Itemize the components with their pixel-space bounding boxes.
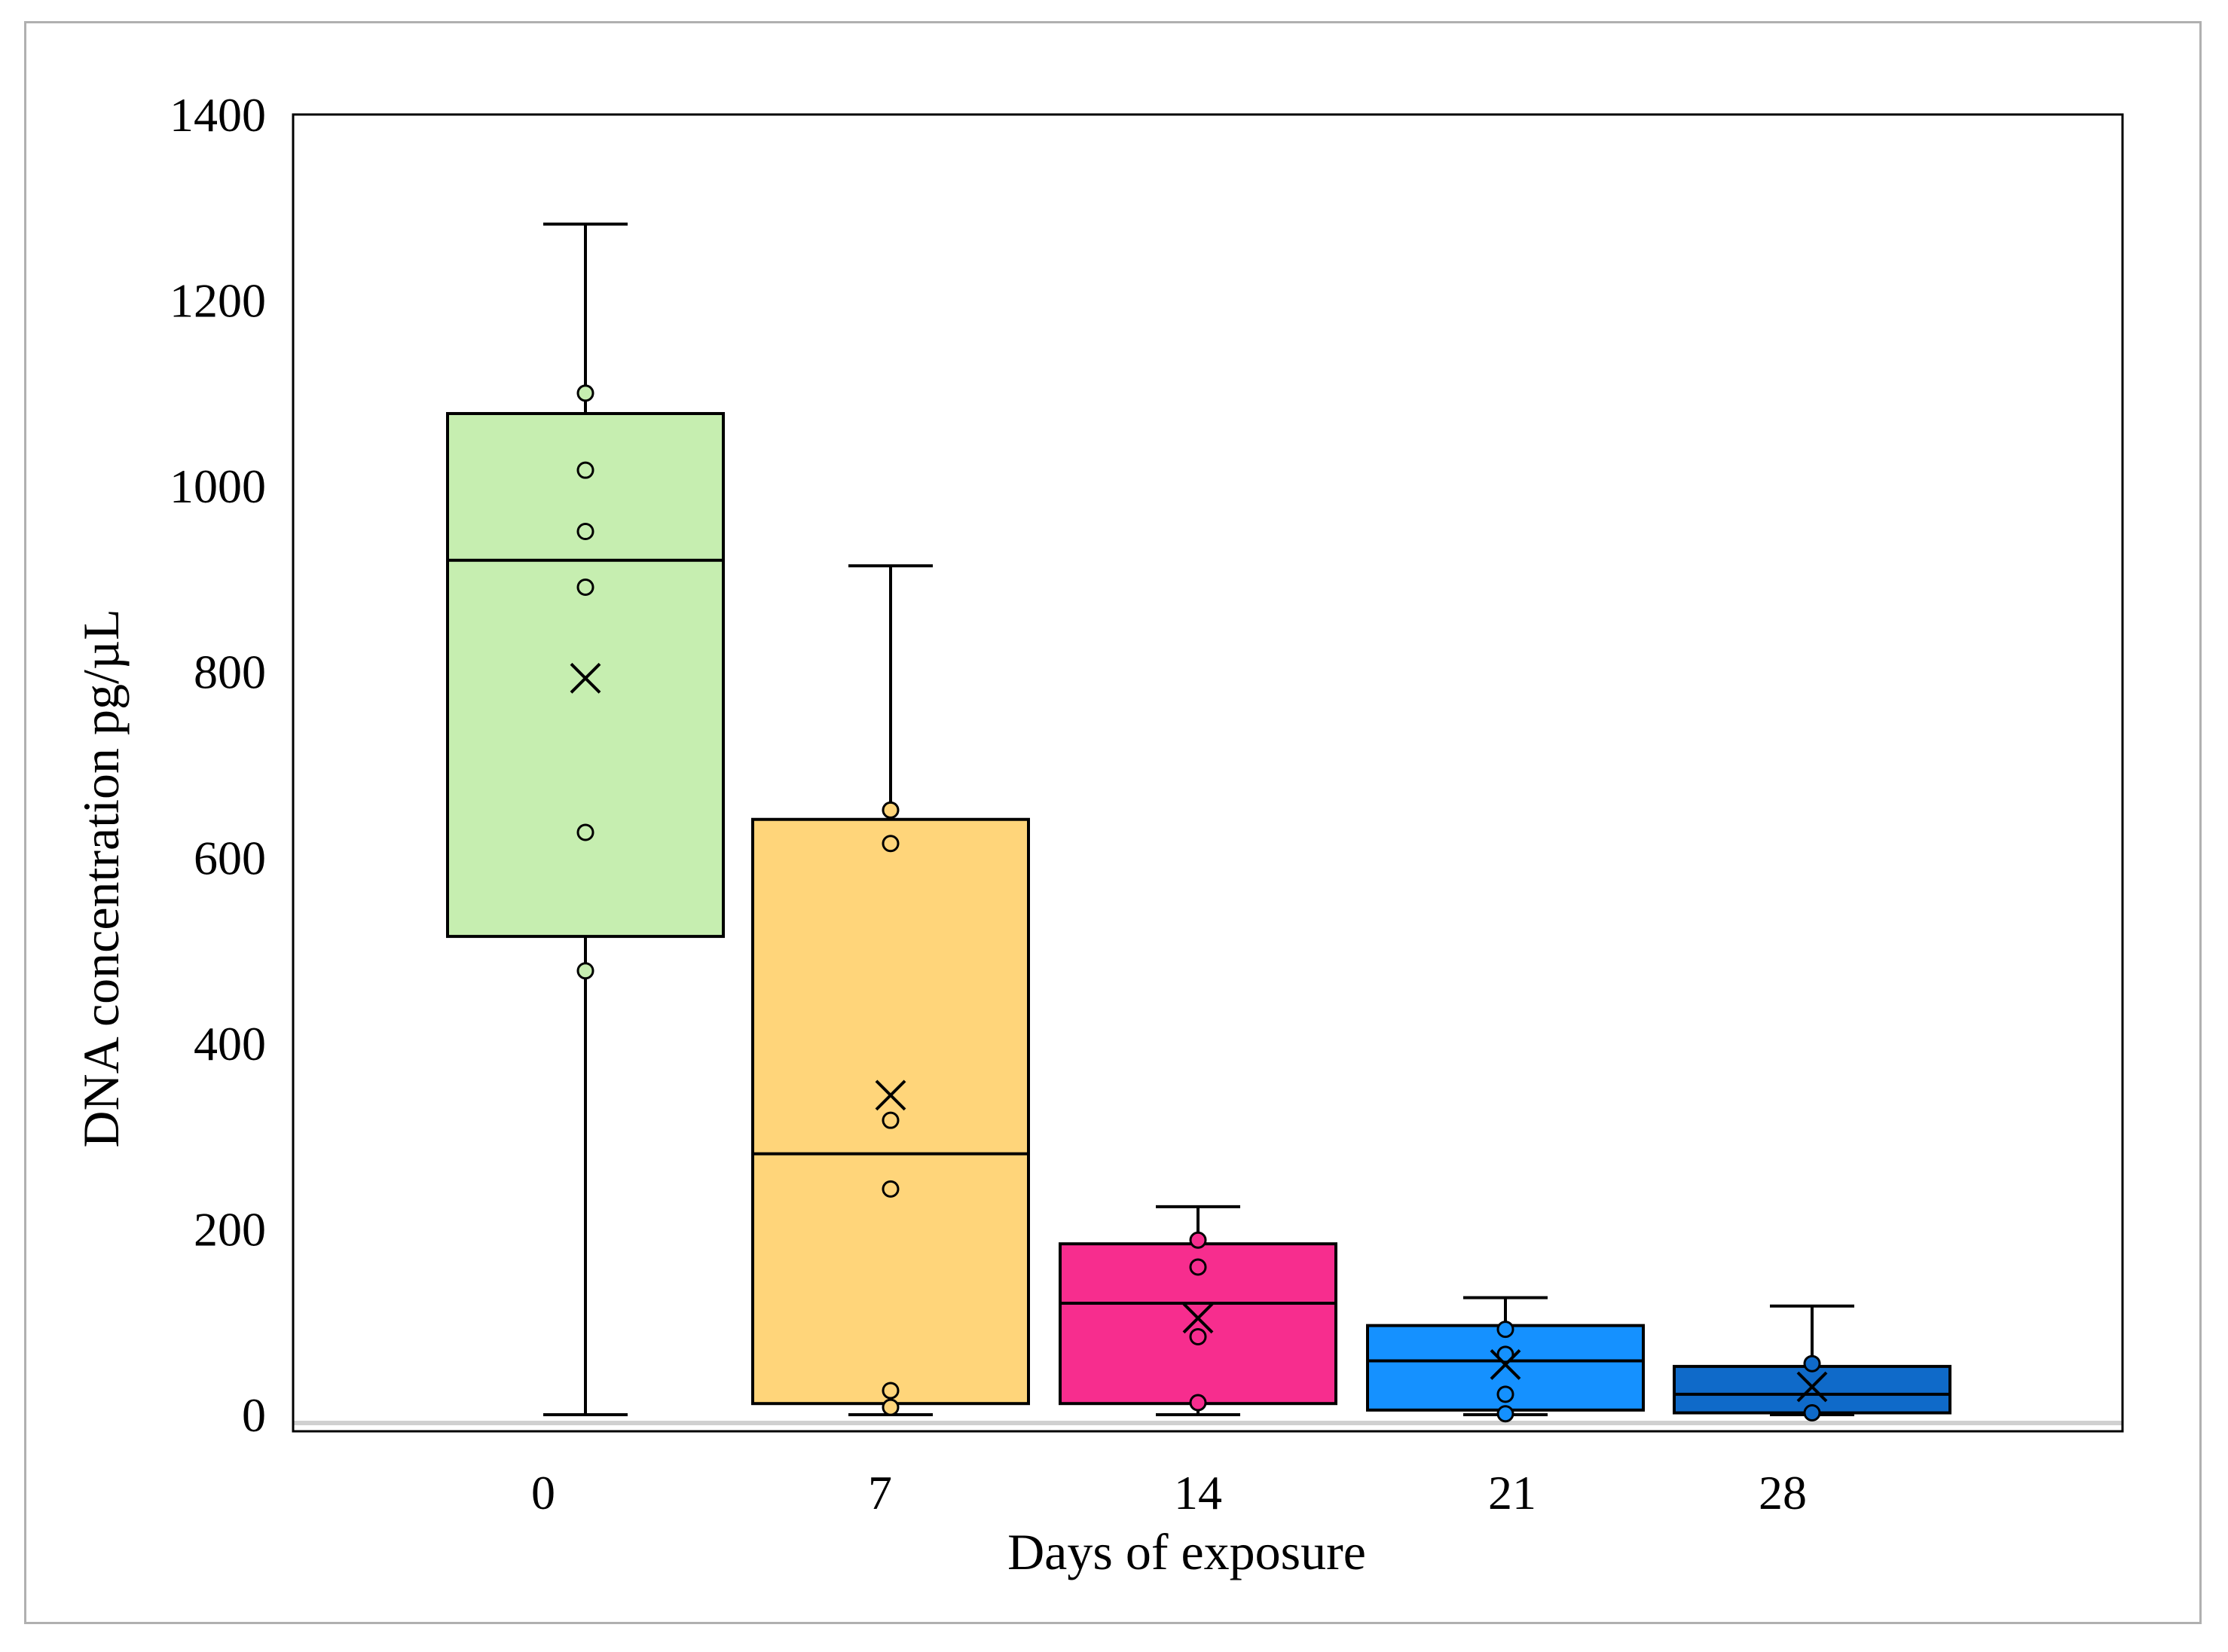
data-point	[576, 523, 594, 541]
x-tick-label: 0	[531, 1466, 555, 1519]
mean-marker-stroke	[1490, 1349, 1521, 1380]
mean-marker-stroke	[1182, 1302, 1214, 1334]
data-point	[882, 1111, 900, 1129]
box-group-day-21	[1366, 1296, 1645, 1423]
x-tick-label: 7	[868, 1466, 892, 1519]
figure-frame: 0 200 400 600 800 1000 1200 1400 0 7 14 21 28 Days …	[24, 21, 2202, 1624]
data-point	[576, 384, 594, 402]
y-tick-label: 800	[194, 646, 266, 699]
y-axis-title: DNA concentration pg/µL	[72, 609, 130, 1147]
x-tick-label: 28	[1759, 1466, 1807, 1519]
y-tick-label: 1200	[170, 274, 266, 328]
y-axis-ticks: 0 200 400 600 800 1000 1200 1400	[170, 88, 266, 1442]
data-point	[576, 962, 594, 980]
y-tick-label: 600	[194, 831, 266, 884]
mean-marker-stroke	[570, 662, 601, 694]
box-group-day-14	[1059, 1205, 1337, 1416]
data-point	[1803, 1354, 1821, 1373]
data-point	[1189, 1231, 1207, 1249]
data-point	[576, 461, 594, 479]
y-tick-label: 200	[194, 1202, 266, 1256]
data-point	[882, 801, 900, 819]
data-point	[1496, 1405, 1514, 1423]
mean-marker	[1796, 1371, 1828, 1403]
y-tick-label: 1400	[170, 88, 266, 142]
plot-area-border	[292, 113, 2124, 1433]
x-tick-label: 14	[1174, 1466, 1222, 1519]
boxes-layer	[446, 222, 1951, 1423]
data-point	[1189, 1258, 1207, 1276]
data-point	[576, 823, 594, 841]
data-point	[1189, 1394, 1207, 1412]
box-plot-chart: 0 200 400 600 800 1000 1200 1400 0 7 14 21 28 Days …	[72, 88, 2124, 1580]
data-point	[882, 835, 900, 853]
mean-marker	[570, 662, 601, 694]
mean-marker-stroke	[1796, 1371, 1828, 1403]
data-point	[1189, 1327, 1207, 1345]
y-tick-label: 0	[242, 1388, 266, 1442]
data-point	[576, 579, 594, 597]
box-group-day-7	[751, 564, 1030, 1416]
box-iqr	[446, 411, 725, 939]
y-tick-label: 1000	[170, 460, 266, 513]
data-point	[1496, 1345, 1514, 1363]
data-point	[882, 1180, 900, 1198]
box-group-day-28	[1673, 1304, 1951, 1422]
box-group-day-0	[446, 222, 725, 1416]
x-tick-label: 21	[1488, 1466, 1536, 1519]
y-tick-label: 400	[194, 1017, 266, 1070]
mean-marker	[1182, 1302, 1214, 1334]
data-point	[1803, 1404, 1821, 1422]
mean-marker-stroke	[875, 1079, 906, 1111]
x-axis-title: Days of exposure	[1007, 1523, 1366, 1580]
box-iqr	[751, 817, 1030, 1406]
data-point	[882, 1382, 900, 1400]
data-point	[1496, 1321, 1514, 1339]
mean-marker	[1490, 1349, 1521, 1380]
mean-marker	[875, 1079, 906, 1111]
x-axis-ticks: 0 7 14 21 28	[531, 1466, 1807, 1519]
data-point	[882, 1398, 900, 1416]
data-point	[1496, 1385, 1514, 1403]
